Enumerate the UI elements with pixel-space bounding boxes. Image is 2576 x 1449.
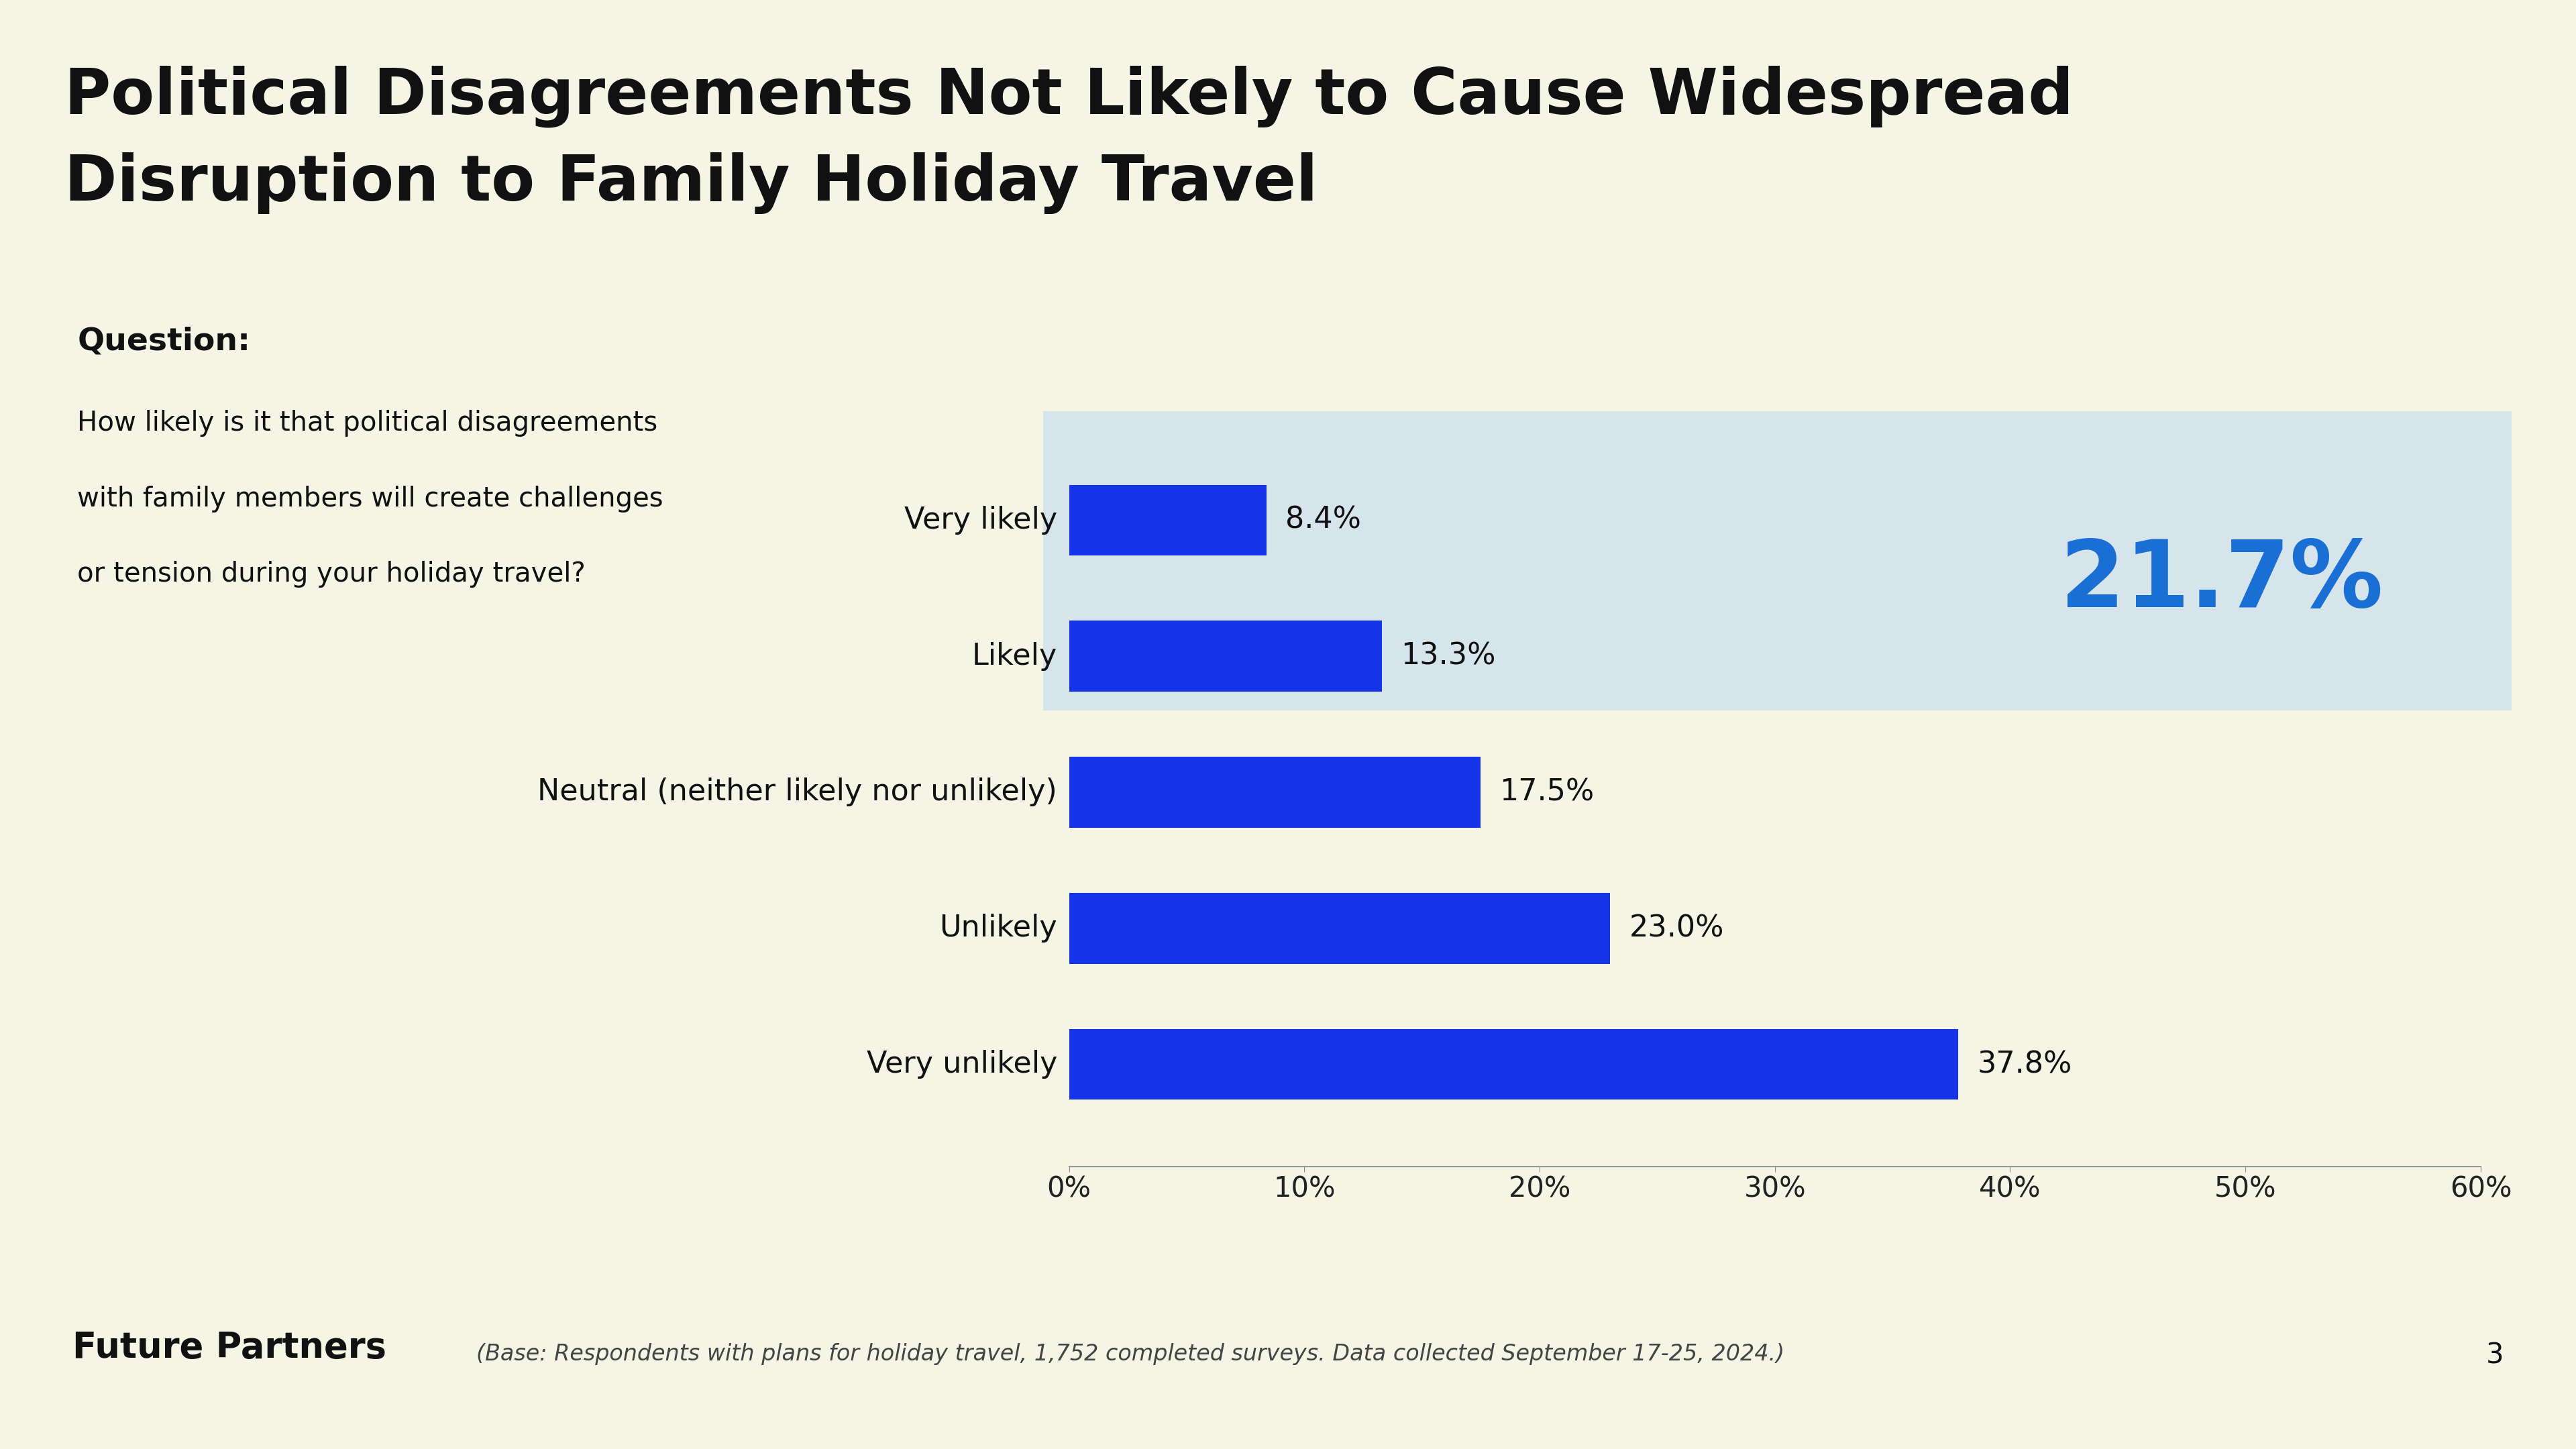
Text: (Base: Respondents with plans for holiday travel, 1,752 completed surveys. Data : (Base: Respondents with plans for holida… [477,1343,1785,1365]
Bar [1069,893,1610,964]
Text: How likely is it that political disagreements: How likely is it that political disagree… [77,410,657,438]
Text: 37.8%: 37.8% [1978,1051,2071,1080]
Text: 13.3%: 13.3% [1401,642,1497,671]
Text: Neutral (neither likely nor unlikely): Neutral (neither likely nor unlikely) [538,778,1056,807]
Text: 21.7%: 21.7% [2061,536,2383,626]
Text: Political Disagreements Not Likely to Cause Widespread: Political Disagreements Not Likely to Ca… [64,65,2074,128]
Text: 3: 3 [2486,1342,2504,1369]
Text: Future Partners: Future Partners [72,1330,386,1365]
Text: Question:: Question: [77,326,250,356]
Text: Very unlikely: Very unlikely [866,1051,1056,1080]
Text: 17.5%: 17.5% [1499,778,1595,807]
Text: with family members will create challenges: with family members will create challeng… [77,485,665,513]
Text: Likely: Likely [971,642,1056,671]
Text: Unlikely: Unlikely [940,914,1056,943]
Text: Disruption to Family Holiday Travel: Disruption to Family Holiday Travel [64,152,1319,214]
Text: Very likely: Very likely [904,506,1056,535]
Bar [1069,1029,1958,1100]
Bar [1069,484,1267,555]
Bar [1069,620,1381,691]
Text: or tension during your holiday travel?: or tension during your holiday travel? [77,561,585,588]
Text: 8.4%: 8.4% [1285,506,1360,535]
Bar [1069,756,1481,827]
Text: 23.0%: 23.0% [1628,914,1723,943]
